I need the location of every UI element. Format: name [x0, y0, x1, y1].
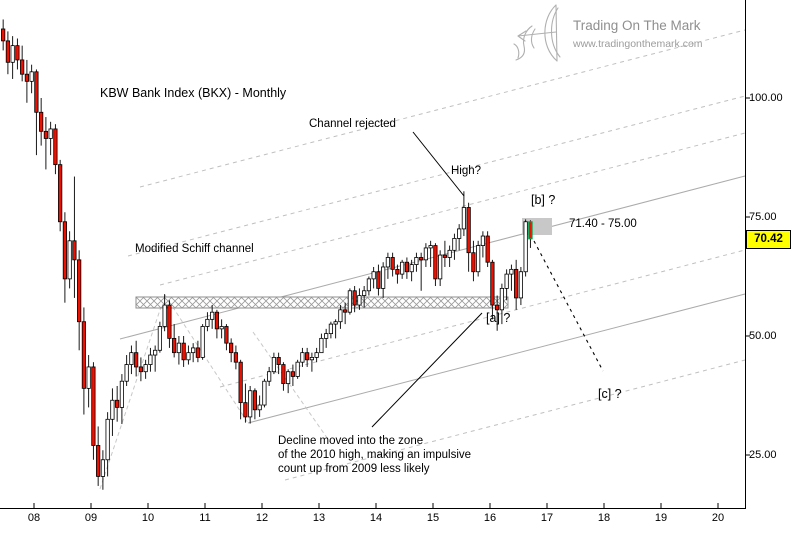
logo-title: Trading On The Mark	[573, 18, 701, 33]
decline-note-line3: count up from 2009 less likely	[278, 463, 430, 475]
annotation-target-zone: 71.40 - 75.00	[569, 218, 637, 230]
archer-icon	[513, 4, 561, 62]
time-axis-label: 11	[199, 512, 211, 524]
price-axis-label: 50.00	[749, 329, 777, 342]
annotation-lines	[371, 131, 604, 428]
last-price-badge: 70.42	[746, 230, 791, 249]
decline-note-line1: Decline moved into the zone	[278, 435, 424, 447]
logo-url: www.tradingonthemark.com	[573, 38, 703, 50]
time-axis-label: 18	[597, 512, 611, 524]
annotation-wave-a: [a] ?	[486, 311, 511, 325]
price-axis-label: 100.00	[749, 91, 783, 104]
price-zones	[135, 218, 552, 309]
time-axis-label: 08	[27, 512, 41, 524]
annotation-channel-rejected: Channel rejected	[309, 118, 396, 130]
schiff-channel-lines	[99, 29, 746, 490]
time-axis-label: 17	[540, 512, 554, 524]
monthly-candles	[1, 19, 533, 490]
time-axis-label: 19	[654, 512, 668, 524]
time-axis-label: 15	[426, 512, 440, 524]
time-axis-label: 14	[369, 512, 383, 524]
time-axis-label: 16	[483, 512, 497, 524]
annotation-schiff-channel: Modified Schiff channel	[135, 243, 254, 255]
time-axis-label: 12	[255, 512, 269, 524]
time-axis-label: 13	[312, 512, 326, 524]
time-axis-label: 20	[711, 512, 725, 524]
price-axis-label: 75.00	[749, 210, 777, 223]
annotation-wave-c: [c] ?	[598, 387, 622, 401]
annotation-wave-b: [b] ?	[531, 193, 556, 207]
time-axis-label: 10	[141, 512, 155, 524]
time-axis-label: 09	[84, 512, 98, 524]
decline-note-line2: of the 2010 high, making an impulsive	[278, 449, 472, 461]
site-logo: Trading On The Mark www.tradingonthemark…	[512, 2, 782, 64]
chart-title: KBW Bank Index (BKX) - Monthly	[100, 86, 287, 100]
axes	[0, 0, 750, 509]
annotation-decline-note: Decline moved into the zone of the 2010 …	[278, 434, 471, 476]
annotation-high: High?	[451, 165, 482, 177]
price-axis-label: 25.00	[749, 448, 777, 461]
